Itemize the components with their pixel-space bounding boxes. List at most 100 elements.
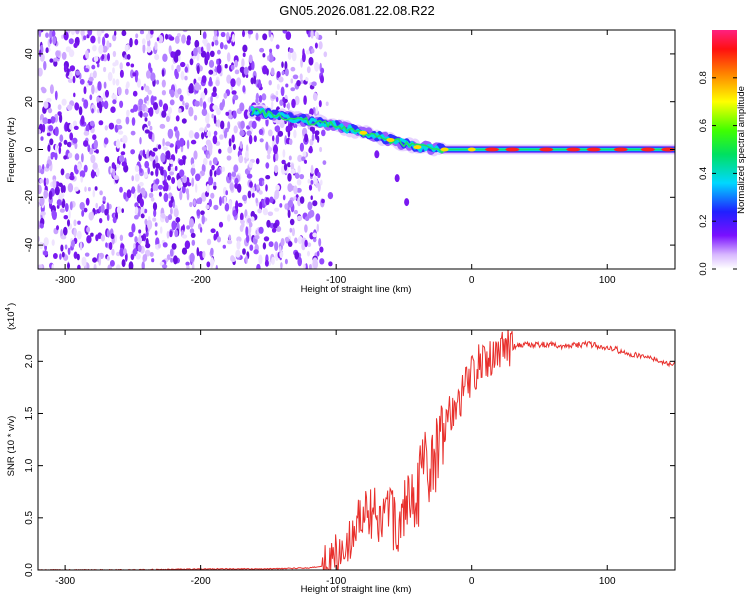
noise-cell <box>271 256 275 265</box>
noise-cell <box>279 245 282 254</box>
noise-cell <box>153 102 158 110</box>
noise-cell <box>266 219 271 228</box>
noise-cell <box>297 256 303 267</box>
branch-blob <box>394 174 400 183</box>
snr-y-tick-label: 0.0 <box>24 563 35 577</box>
noise-cell <box>284 236 290 242</box>
noise-cell <box>181 234 188 239</box>
noise-cell <box>325 101 329 107</box>
noise-cell <box>251 192 255 198</box>
noise-cell <box>133 104 138 112</box>
noise-cell <box>265 175 271 180</box>
noise-cell <box>148 107 154 117</box>
noise-cell <box>183 155 186 166</box>
noise-cell <box>110 233 115 240</box>
noise-cell <box>327 192 334 200</box>
noise-cell <box>167 175 171 181</box>
noise-cell <box>226 155 232 161</box>
noise-cell <box>290 87 296 92</box>
noise-cell <box>210 257 215 267</box>
noise-cell <box>103 100 109 110</box>
ridge-peak <box>413 145 422 150</box>
noise-cell <box>90 232 94 237</box>
noise-cell <box>139 198 144 208</box>
noise-cell <box>196 247 200 257</box>
ridge-peak <box>359 130 368 135</box>
noise-cell <box>179 94 184 102</box>
noise-cell <box>79 170 86 178</box>
noise-cell <box>208 76 213 87</box>
noise-cell <box>288 138 293 145</box>
snr-x-tick-label: 0 <box>469 576 475 587</box>
spectrogram-ridge <box>247 104 675 207</box>
noise-cell <box>258 226 264 234</box>
noise-cell <box>201 192 207 202</box>
noise-cell <box>190 232 196 238</box>
noise-cell <box>293 209 298 215</box>
noise-cell <box>228 172 232 181</box>
noise-cell <box>51 30 56 38</box>
noise-cell <box>144 117 148 122</box>
noise-cell <box>232 94 239 101</box>
noise-cell <box>114 59 119 66</box>
snr-x-tick-label: 100 <box>599 576 616 587</box>
noise-cell <box>143 171 148 178</box>
noise-cell <box>287 162 291 168</box>
noise-cell <box>189 228 195 234</box>
noise-cell <box>271 95 277 100</box>
noise-cell <box>63 31 69 41</box>
noise-cell <box>315 213 321 222</box>
noise-cell <box>208 69 214 75</box>
noise-cell <box>179 169 185 177</box>
noise-cell <box>290 168 296 174</box>
noise-cell <box>98 256 102 266</box>
noise-cell <box>256 184 260 190</box>
noise-cell <box>299 73 303 81</box>
colorbar: 0.0 0.2 0.4 0.6 0.8 Normalized spectral ampl… <box>698 30 747 276</box>
noise-cell <box>39 196 45 206</box>
noise-cell <box>270 67 275 76</box>
noise-cell <box>262 65 268 75</box>
noise-cell <box>95 149 99 154</box>
noise-cell <box>190 167 196 176</box>
noise-cell <box>86 82 89 88</box>
noise-cell <box>119 247 125 257</box>
noise-cell <box>92 257 98 263</box>
noise-cell <box>258 95 263 103</box>
noise-cell <box>290 66 296 72</box>
noise-cell <box>73 42 78 49</box>
noise-cell <box>69 132 74 141</box>
noise-cell <box>242 248 246 255</box>
noise-cell <box>202 38 208 45</box>
noise-cell <box>95 167 100 177</box>
noise-cell <box>289 218 295 226</box>
noise-cell <box>236 185 242 191</box>
noise-cell <box>48 125 54 132</box>
noise-cell <box>61 98 67 106</box>
noise-cell <box>227 146 233 154</box>
noise-cell <box>71 239 75 248</box>
noise-cell <box>85 197 90 206</box>
noise-cell <box>99 218 103 224</box>
noise-cell <box>227 239 233 245</box>
noise-cell <box>73 92 76 98</box>
noise-cell <box>51 116 56 122</box>
noise-cell <box>320 179 323 186</box>
noise-cell <box>170 257 174 263</box>
noise-cell <box>307 179 311 184</box>
noise-cell <box>215 79 220 87</box>
noise-cell <box>165 141 171 147</box>
noise-cell <box>152 147 158 152</box>
noise-cell <box>294 95 300 106</box>
noise-cell <box>193 114 198 121</box>
noise-cell <box>97 81 102 91</box>
noise-cell <box>275 90 279 96</box>
noise-cell <box>244 30 248 35</box>
noise-cell <box>189 218 194 228</box>
noise-cell <box>188 89 194 94</box>
noise-cell <box>318 41 323 50</box>
noise-cell <box>303 263 306 269</box>
noise-cell <box>59 253 62 260</box>
noise-cell <box>130 253 135 261</box>
noise-cell <box>205 139 212 146</box>
